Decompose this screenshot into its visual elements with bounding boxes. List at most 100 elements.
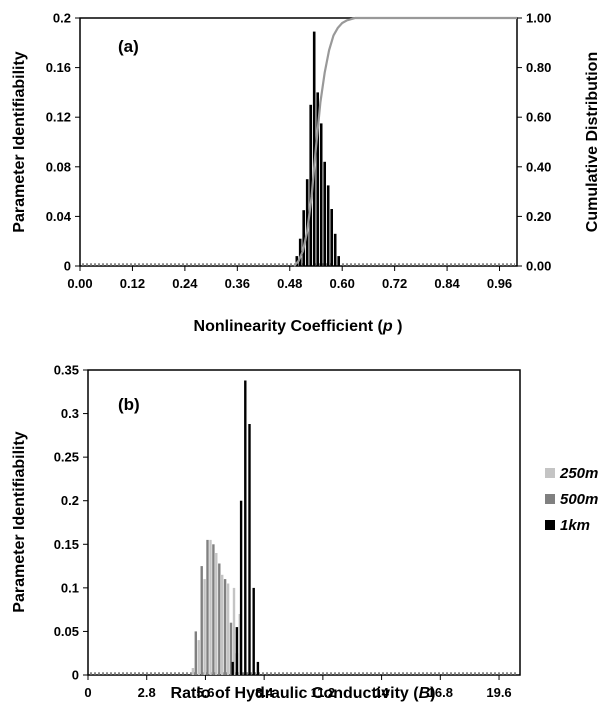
bar-b-s2 (248, 424, 251, 675)
y2-tick-label-a: 0.40 (526, 159, 551, 174)
bar-b-s0 (209, 539, 212, 675)
bar-b-s1 (218, 563, 221, 675)
bar-a-s0 (316, 92, 319, 267)
x-tick-label-a: 0.00 (67, 276, 92, 291)
bar-b-s0 (203, 579, 206, 675)
x-tick-label-b: 14 (374, 685, 389, 700)
y-axis-label-b: Parameter Identifiability (11, 431, 28, 612)
bar-b-s0 (197, 640, 200, 675)
bar-b-s0 (226, 583, 230, 675)
bar-b-s2 (235, 627, 239, 675)
y-tick-label-a: 0.16 (46, 60, 71, 75)
bar-b-s2 (239, 500, 243, 675)
bar-b-s0 (215, 553, 218, 675)
legend: 250m 500m 1km (545, 465, 598, 534)
panel-label-a: (a) (118, 37, 139, 56)
y2-axis-label-a: Cumulative Distribution (584, 52, 601, 232)
bar-b-s0 (232, 587, 236, 675)
bar-a-s0 (319, 123, 323, 267)
x-tick-label-b: 16.8 (428, 685, 453, 700)
y-axis-label-a: Parameter Identifiability (11, 51, 28, 232)
legend-swatch-250m (545, 468, 555, 478)
bar-b-s1 (200, 566, 203, 675)
x-axis-label-b: Ratio of Hydraulic Conductivity (B) (171, 685, 436, 702)
x-tick-label-b: 2.8 (138, 685, 156, 700)
x-axis-label-a-end: ) (393, 318, 403, 335)
y-tick-label-b: 0.15 (54, 537, 79, 552)
y-tick-label-b: 0.2 (61, 493, 79, 508)
marks-b (90, 380, 518, 675)
chart-panel-a: (a) Parameter Identifiability Cumulative… (11, 11, 601, 336)
bar-a-s0 (326, 185, 330, 266)
bar-a-s0 (295, 256, 299, 266)
legend-label-500m: 500m (560, 491, 598, 508)
bar-b-s2 (256, 661, 260, 675)
plot-area-a (79, 17, 518, 267)
y2-tick-label-a: 0.80 (526, 60, 551, 75)
y2-tick-label-a: 0.60 (526, 110, 551, 125)
bar-a-s0 (323, 161, 326, 266)
x-axis-label-b-var: B (419, 685, 431, 702)
bar-b-s2 (252, 587, 255, 675)
ticks-a: 0.00 0.12 0.24 0.36 0.48 0.60 0.72 0.84 0.96 0 0.0… (46, 11, 552, 292)
bar-a-s0 (312, 31, 316, 266)
bar-a-s0 (309, 104, 312, 266)
x-tick-label-a: 0.84 (434, 276, 460, 291)
x-axis-label-a-var: p (382, 318, 393, 335)
bar-a-s0 (337, 256, 340, 266)
x-tick-label-b: 11.2 (311, 685, 336, 700)
x-tick-label-a: 0.96 (487, 276, 512, 291)
y-tick-label-b: 0.35 (54, 363, 79, 378)
panel-label-b: (b) (118, 395, 140, 414)
y-tick-label-b: 0 (72, 668, 79, 683)
chart-panel-b: (b) Parameter Identifiability Ratio of H… (11, 363, 598, 703)
y2-tick-label-a: 0.00 (526, 259, 551, 274)
y-tick-label-a: 0 (64, 259, 71, 274)
y-tick-label-a: 0.08 (46, 159, 71, 174)
bar-b-s1 (206, 539, 209, 675)
bar-b-s0 (238, 614, 241, 675)
x-tick-label-b: 8.4 (255, 685, 274, 700)
y-tick-label-b: 0.3 (61, 406, 79, 421)
x-tick-label-b: 0 (84, 685, 91, 700)
x-tick-label-a: 0.36 (225, 276, 250, 291)
y2-tick-label-a: 0.20 (526, 209, 551, 224)
y-tick-label-a: 0.12 (46, 110, 71, 125)
y2-tick-label-a: 1.00 (526, 11, 551, 26)
legend-swatch-1km (545, 520, 555, 530)
x-axis-label-b-end: ) (430, 685, 435, 702)
x-tick-label-b: 5.6 (196, 685, 214, 700)
x-tick-label-b: 19.6 (486, 685, 511, 700)
x-axis-label-a: Nonlinearity Coefficient (p ) (194, 318, 403, 335)
legend-label-250m: 250m (559, 465, 598, 482)
legend-label-1km: 1km (560, 517, 590, 534)
x-tick-label-a: 0.72 (382, 276, 407, 291)
x-axis-label-a-text: Nonlinearity Coefficient ( (194, 318, 384, 335)
bar-b-s2 (231, 661, 234, 675)
bar-a-s0 (302, 210, 305, 266)
y-tick-label-b: 0.05 (54, 624, 79, 639)
bar-a-s0 (333, 233, 337, 266)
x-axis-label-b-text: Ratio of Hydraulic Conductivity ( (171, 685, 420, 702)
bar-b-s1 (223, 579, 227, 675)
y-tick-label-b: 0.25 (54, 450, 79, 465)
cdf-line-a (293, 16, 517, 267)
marks-a (82, 16, 517, 267)
x-tick-label-a: 0.12 (120, 276, 145, 291)
bar-b-s0 (221, 574, 224, 675)
bar-b-s1 (194, 631, 197, 675)
ticks-b: 0 2.8 5.6 8.4 11.2 14 16.8 19.6 0 0.05 0.1 0.15 0.2 0… (54, 363, 512, 701)
plot-area-b (87, 369, 521, 676)
y-tick-label-b: 0.1 (61, 580, 79, 595)
y-tick-label-a: 0.2 (53, 11, 71, 26)
x-tick-label-a: 0.24 (172, 276, 198, 291)
bar-a-s0 (330, 209, 333, 266)
bar-b-s1 (229, 622, 233, 675)
y-tick-label-a: 0.04 (46, 209, 72, 224)
bar-b-s1 (212, 544, 215, 675)
legend-swatch-500m (545, 494, 555, 504)
bar-b-s0 (191, 668, 195, 675)
bar-a-s0 (298, 238, 302, 266)
x-tick-label-a: 0.60 (330, 276, 355, 291)
